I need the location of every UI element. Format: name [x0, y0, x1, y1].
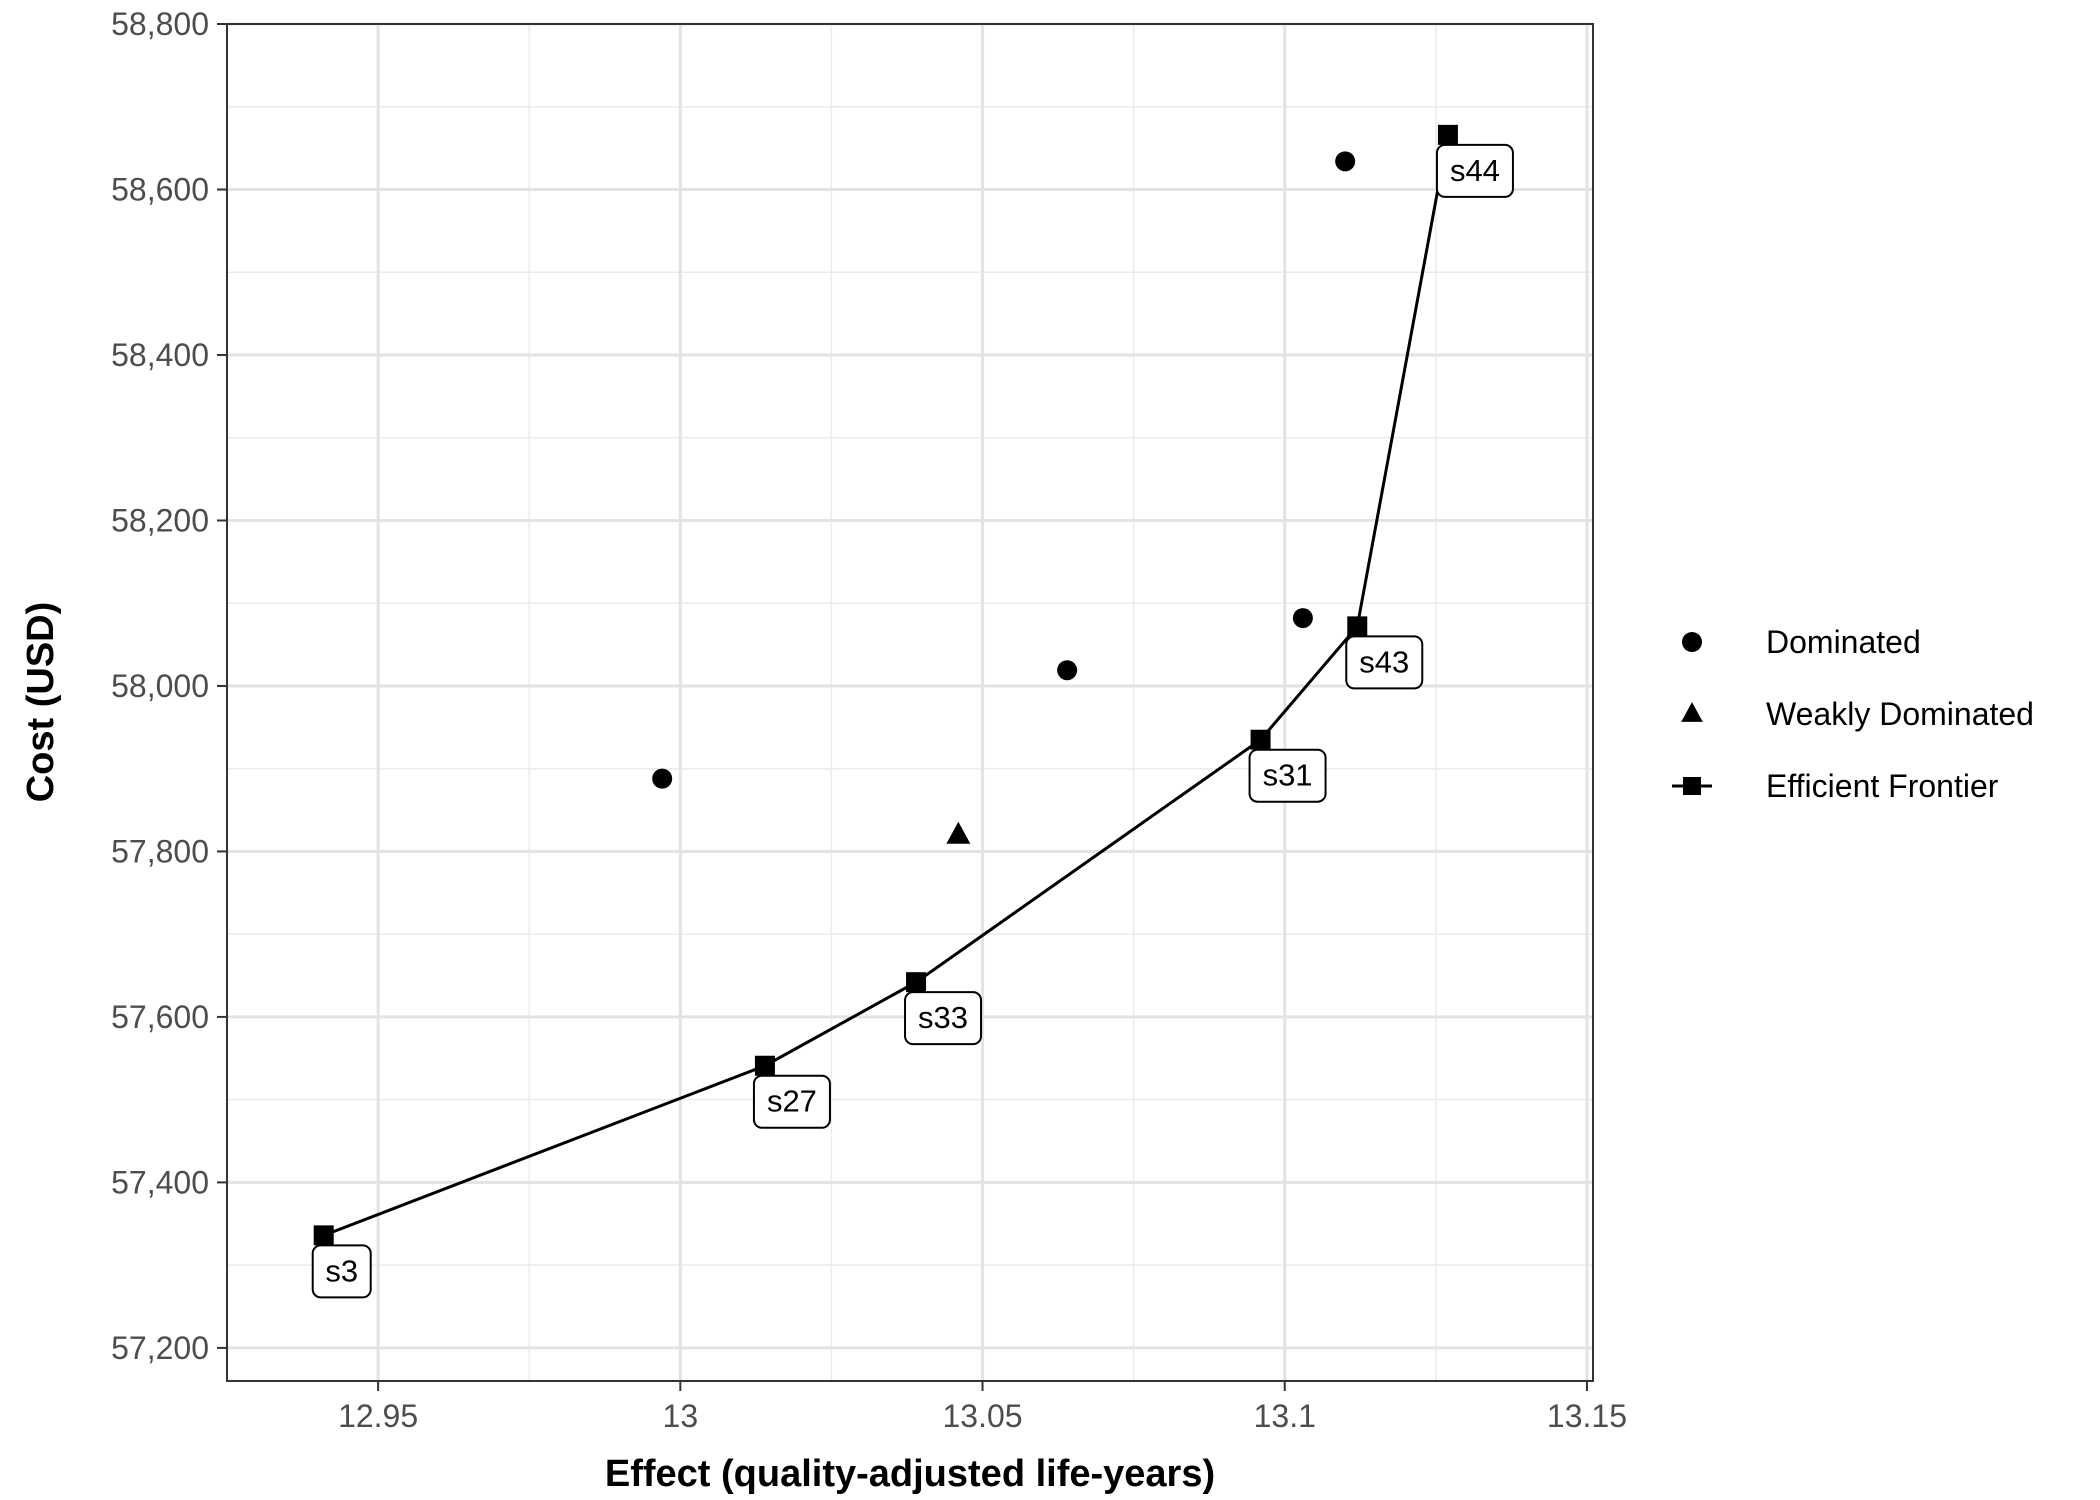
y-tick-label: 57,200	[111, 1330, 209, 1366]
legend-item: Efficient Frontier	[1672, 768, 1999, 804]
frontier-point	[1347, 616, 1368, 637]
plot-panel	[227, 24, 1593, 1381]
point-label: s27	[767, 1084, 817, 1119]
frontier-point	[1250, 729, 1271, 750]
dominated-point	[652, 768, 673, 789]
points	[313, 124, 1458, 1246]
legend-item: Dominated	[1682, 624, 1921, 660]
x-axis-ticks: 12.95 13 13.05 13.1 13.15	[338, 1381, 1627, 1434]
y-axis-title: Cost (USD)	[20, 602, 62, 803]
legend-square-icon	[1683, 777, 1701, 795]
point-label-box	[752, 1074, 831, 1129]
point-label-box	[1435, 143, 1514, 198]
legend-label: Efficient Frontier	[1766, 768, 1999, 804]
dominated-point	[1057, 660, 1078, 681]
frontier-point	[906, 972, 927, 993]
frontier-point	[1437, 124, 1458, 145]
point-label-box	[1345, 635, 1424, 690]
dominated-point	[1335, 151, 1356, 172]
legend-label: Dominated	[1766, 624, 1921, 660]
plot-border	[226, 23, 1594, 1382]
legend-circle-icon	[1682, 632, 1702, 652]
x-tick-label: 13.1	[1254, 1398, 1316, 1434]
point-label: s43	[1359, 644, 1409, 679]
x-tick-label: 12.95	[338, 1398, 418, 1434]
y-tick-label: 57,400	[111, 1164, 209, 1200]
frontier-line	[323, 134, 1450, 1237]
x-axis-title: Effect (quality-adjusted life-years)	[605, 1453, 1215, 1495]
point-label-box	[904, 991, 983, 1046]
point-label: s33	[918, 1000, 968, 1035]
point-label-box	[311, 1244, 372, 1299]
point-label: s31	[1263, 758, 1313, 793]
y-tick-label: 58,200	[111, 502, 209, 538]
legend-item: Weakly Dominated	[1681, 696, 2034, 732]
y-tick-label: 58,800	[111, 6, 209, 42]
y-tick-label: 57,800	[111, 833, 209, 869]
y-tick-label: 57,600	[111, 999, 209, 1035]
point-label-box	[1248, 748, 1327, 803]
y-axis-ticks: 57,200 57,400 57,600 57,800 58,000 58,200 58,4…	[111, 6, 227, 1366]
dominated-point	[1292, 608, 1313, 629]
y-tick-label: 58,000	[111, 668, 209, 704]
point-labels: s3 s27 s33 s31 s43 s44	[311, 143, 1514, 1299]
x-tick-label: 13.15	[1547, 1398, 1627, 1434]
y-tick-label: 58,400	[111, 337, 209, 373]
weakly-dominated-point	[946, 821, 971, 844]
legend-label: Weakly Dominated	[1766, 696, 2034, 732]
legend: Dominated Weakly Dominated Efficient Front…	[1672, 624, 2034, 804]
efficient-frontier-line	[323, 134, 1450, 1237]
point-label: s3	[325, 1253, 358, 1288]
x-tick-label: 13	[663, 1398, 699, 1434]
y-tick-label: 58,600	[111, 171, 209, 207]
x-tick-label: 13.05	[942, 1398, 1022, 1434]
frontier-point	[754, 1055, 775, 1076]
grid-minor	[227, 24, 1593, 1381]
legend-triangle-icon	[1681, 702, 1703, 722]
frontier-point	[313, 1225, 334, 1246]
point-label: s44	[1450, 153, 1500, 188]
